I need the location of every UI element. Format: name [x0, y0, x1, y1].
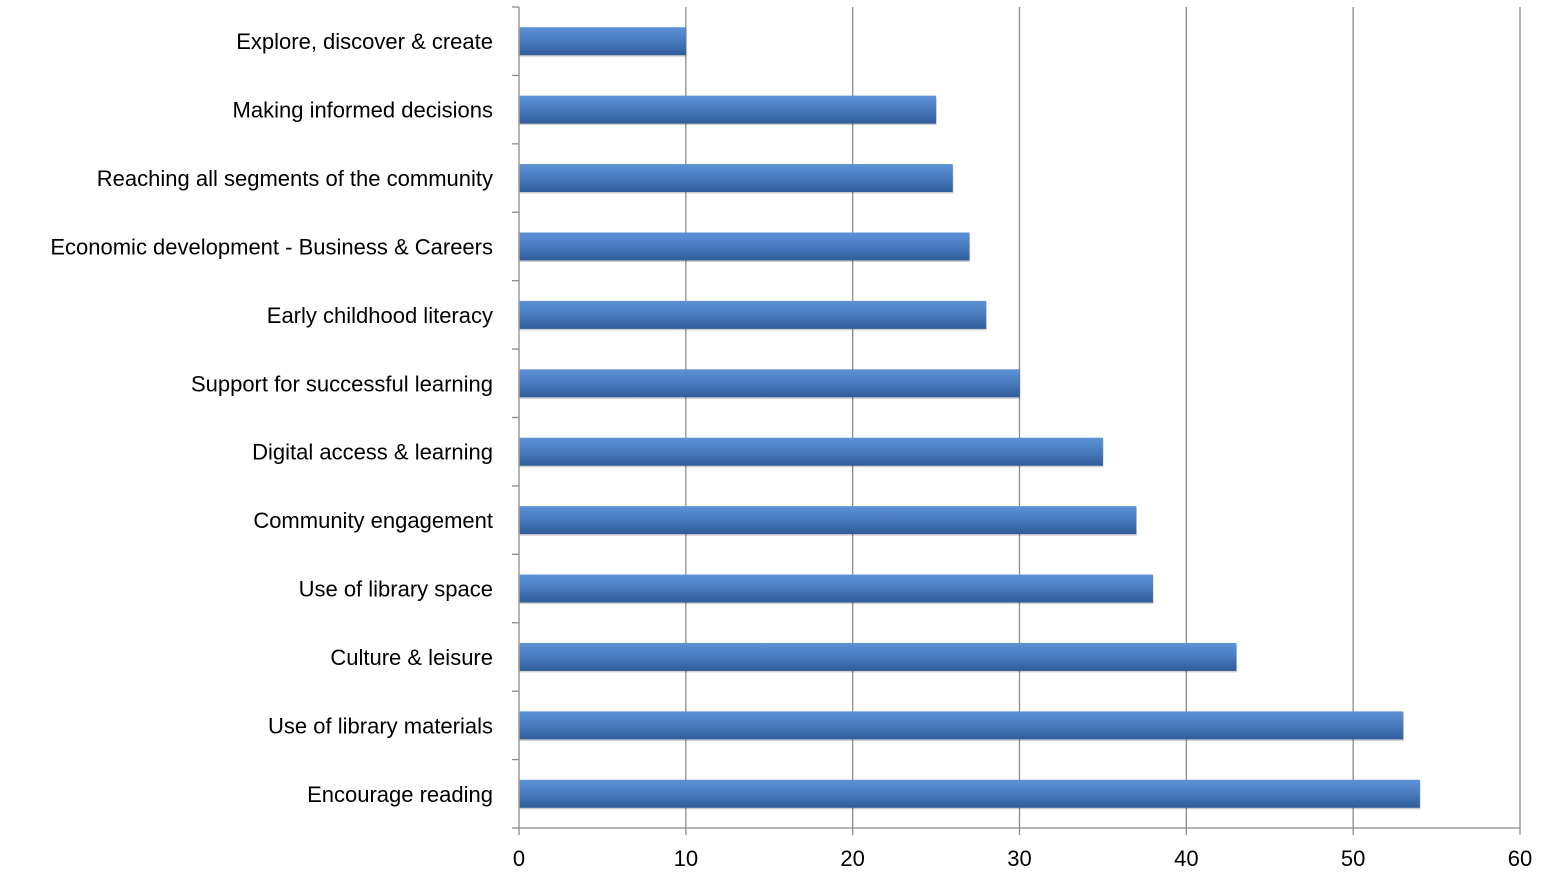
category-label-8: Use of library space	[299, 577, 493, 602]
axes	[512, 6, 1521, 835]
bar-5	[519, 369, 1020, 398]
category-label-3: Economic development - Business & Career…	[50, 234, 493, 259]
category-label-11: Encourage reading	[307, 782, 493, 807]
x-tick-label-10: 10	[674, 846, 698, 871]
bars	[519, 27, 1421, 810]
x-tick-label-40: 40	[1174, 846, 1198, 871]
gridlines	[685, 7, 1521, 828]
bar-4	[519, 300, 987, 329]
bar-7	[519, 506, 1137, 535]
category-label-5: Support for successful learning	[191, 371, 493, 396]
category-label-0: Explore, discover & create	[236, 29, 493, 54]
bar-3	[519, 232, 970, 261]
bar-8	[519, 574, 1153, 603]
x-tick-label-20: 20	[840, 846, 864, 871]
bar-1	[519, 95, 937, 124]
category-label-10: Use of library materials	[268, 713, 493, 738]
bar-6	[519, 437, 1103, 466]
bar-10	[519, 711, 1404, 740]
category-label-9: Culture & leisure	[330, 645, 493, 670]
bar-2	[519, 164, 953, 193]
bar-11	[519, 779, 1420, 808]
x-tick-label-50: 50	[1341, 846, 1365, 871]
category-label-2: Reaching all segments of the community	[97, 166, 493, 191]
category-labels: Explore, discover & create Making informe…	[50, 29, 493, 807]
category-label-1: Making informed decisions	[233, 98, 493, 123]
x-tick-label-0: 0	[513, 846, 525, 871]
x-tick-label-30: 30	[1007, 846, 1031, 871]
x-tick-label-60: 60	[1508, 846, 1532, 871]
category-label-6: Digital access & learning	[252, 440, 493, 465]
bar-0	[519, 27, 686, 56]
bar-9	[519, 642, 1237, 671]
tick-labels: 0 10 20 30 40 50 60	[513, 846, 1532, 871]
category-label-4: Early childhood literacy	[267, 303, 493, 328]
category-label-7: Community engagement	[253, 508, 493, 533]
